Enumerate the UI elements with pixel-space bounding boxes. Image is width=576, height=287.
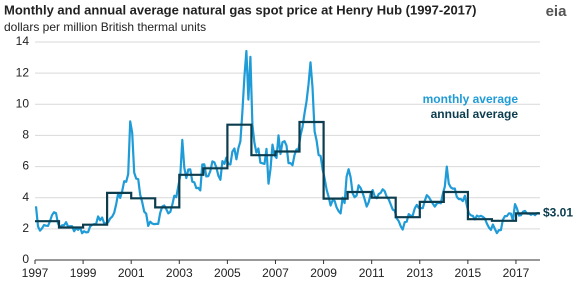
x-tick-label: 1999 (70, 266, 97, 280)
x-tick-label: 2007 (262, 266, 289, 280)
chart-title: Monthly and annual average natural gas s… (4, 2, 476, 17)
x-tick-label: 2011 (359, 266, 385, 280)
end-label: $3.01 (543, 205, 573, 219)
x-tick-label: 2003 (166, 266, 193, 280)
y-tick-label: 2 (22, 221, 29, 235)
x-tick-label: 2005 (214, 266, 241, 280)
x-tick-label: 2001 (118, 266, 145, 280)
y-tick-label: 12 (16, 65, 30, 79)
logo: eia (546, 3, 568, 20)
y-tick-label: 6 (22, 159, 29, 173)
chart-subtitle: dollars per million British thermal unit… (4, 20, 206, 34)
y-tick-label: 14 (16, 34, 30, 48)
legend-entry: monthly average (423, 92, 519, 106)
x-tick-label: 2013 (406, 266, 433, 280)
y-tick-label: 10 (16, 96, 30, 110)
x-tick-label: 2009 (310, 266, 337, 280)
y-tick-label: 8 (22, 128, 29, 142)
monthly-line (34, 49, 539, 235)
x-tick-label: 2017 (503, 266, 530, 280)
y-tick-label: 0 (22, 252, 29, 266)
x-tick-label: 2015 (455, 266, 482, 280)
y-tick-label: 4 (22, 190, 29, 204)
x-tick-label: 1997 (22, 266, 49, 280)
annual-step-line (35, 120, 540, 229)
legend-entry: annual average (431, 107, 519, 121)
